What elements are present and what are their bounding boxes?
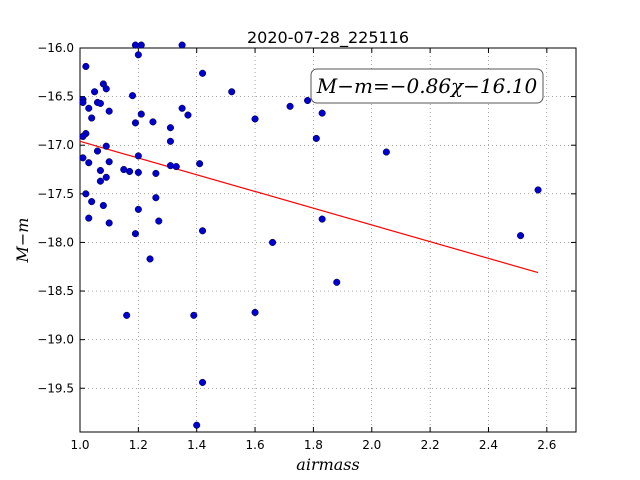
data-point bbox=[131, 119, 139, 127]
y-tick-label: −19.5 bbox=[37, 381, 74, 395]
data-point bbox=[79, 98, 87, 106]
data-point bbox=[534, 186, 542, 194]
x-tick-label: 1.2 bbox=[129, 438, 148, 452]
data-point bbox=[96, 166, 104, 175]
data-point bbox=[82, 190, 90, 198]
x-tick-label: 2.0 bbox=[362, 438, 381, 452]
data-point bbox=[91, 88, 99, 96]
data-point bbox=[137, 110, 145, 118]
x-tick-label: 1.8 bbox=[304, 438, 323, 452]
data-point bbox=[126, 167, 134, 176]
y-tick-label: −19.0 bbox=[37, 333, 74, 347]
data-point bbox=[228, 88, 236, 96]
data-point bbox=[190, 311, 198, 319]
chart-title: 2020-07-28_225116 bbox=[247, 28, 409, 48]
data-point bbox=[102, 173, 110, 181]
data-point bbox=[79, 154, 87, 162]
data-point bbox=[198, 69, 207, 77]
data-point bbox=[166, 137, 174, 145]
data-point bbox=[318, 215, 326, 223]
y-tick-label: −16.5 bbox=[37, 90, 74, 104]
data-point bbox=[286, 102, 294, 110]
fit-line bbox=[79, 140, 539, 274]
x-tick-label: 2.4 bbox=[479, 438, 498, 452]
data-point bbox=[333, 278, 341, 286]
data-point bbox=[88, 198, 96, 206]
x-tick-label: 1.6 bbox=[246, 438, 265, 452]
data-point bbox=[166, 162, 174, 170]
data-point bbox=[102, 85, 110, 93]
fit-annotation: M−m=−0.86χ−16.10 bbox=[310, 68, 544, 104]
data-point bbox=[178, 104, 186, 112]
grid-lines bbox=[79, 47, 576, 432]
data-point bbox=[172, 163, 180, 171]
x-tick-label: 1.0 bbox=[70, 438, 89, 452]
data-point bbox=[152, 169, 160, 177]
data-point bbox=[123, 311, 131, 319]
x-tick-label: 2.2 bbox=[421, 438, 440, 452]
y-tick-label: −16.0 bbox=[37, 41, 74, 55]
data-point bbox=[251, 308, 259, 316]
annotation-text: M−m=−0.86χ−16.10 bbox=[316, 74, 538, 98]
y-axis-label: M−m bbox=[13, 218, 32, 264]
data-point bbox=[149, 118, 157, 126]
data-point bbox=[312, 134, 320, 142]
data-point bbox=[198, 378, 207, 386]
data-point bbox=[178, 41, 186, 49]
y-tick-label: −18.0 bbox=[37, 235, 74, 249]
data-point bbox=[152, 194, 160, 202]
data-point bbox=[85, 214, 93, 222]
data-point bbox=[88, 114, 96, 122]
annotation-box bbox=[310, 68, 544, 104]
plot-frame bbox=[79, 47, 577, 433]
data-point bbox=[196, 160, 204, 168]
data-point bbox=[85, 104, 93, 112]
y-tick-label: −17.0 bbox=[37, 138, 74, 152]
data-point bbox=[318, 109, 326, 117]
data-point bbox=[96, 99, 104, 107]
data-point bbox=[85, 159, 93, 167]
data-point bbox=[128, 92, 137, 100]
y-tick-label: −18.5 bbox=[37, 284, 74, 298]
data-point bbox=[99, 201, 107, 210]
x-tick-labels: 1.0 1.2 1.4 1.6 1.8 2.0 2.2 2.4 2.6 bbox=[70, 438, 556, 452]
y-tick-labels: −16.0 −16.5 −17.0 −17.5 −18.0 −18.5 −19.0 −19.5 bbox=[37, 41, 74, 395]
data-points bbox=[79, 41, 542, 429]
data-point bbox=[96, 177, 104, 185]
data-point bbox=[517, 232, 525, 240]
data-point bbox=[134, 168, 142, 176]
data-point bbox=[382, 148, 390, 156]
data-point bbox=[269, 238, 277, 246]
data-point bbox=[304, 96, 312, 105]
axis-ticks bbox=[79, 47, 576, 432]
data-point bbox=[134, 51, 142, 59]
data-point bbox=[93, 147, 102, 155]
data-point bbox=[105, 158, 113, 166]
data-point bbox=[105, 219, 113, 227]
data-point bbox=[131, 230, 139, 238]
x-axis-label: airmass bbox=[296, 455, 359, 474]
data-point bbox=[137, 41, 145, 49]
x-tick-label: 2.6 bbox=[537, 438, 556, 452]
data-point bbox=[251, 115, 259, 123]
data-point bbox=[79, 132, 87, 141]
data-point bbox=[82, 62, 90, 71]
data-point bbox=[166, 124, 174, 132]
data-point bbox=[105, 107, 113, 115]
data-point bbox=[146, 255, 154, 263]
data-point bbox=[184, 111, 192, 119]
data-point bbox=[134, 152, 142, 160]
data-point bbox=[198, 227, 207, 235]
x-tick-label: 1.4 bbox=[187, 438, 206, 452]
y-tick-label: −17.5 bbox=[37, 187, 74, 201]
data-point bbox=[155, 217, 163, 225]
data-point bbox=[193, 421, 201, 429]
data-point bbox=[134, 205, 142, 213]
data-point bbox=[102, 142, 110, 150]
